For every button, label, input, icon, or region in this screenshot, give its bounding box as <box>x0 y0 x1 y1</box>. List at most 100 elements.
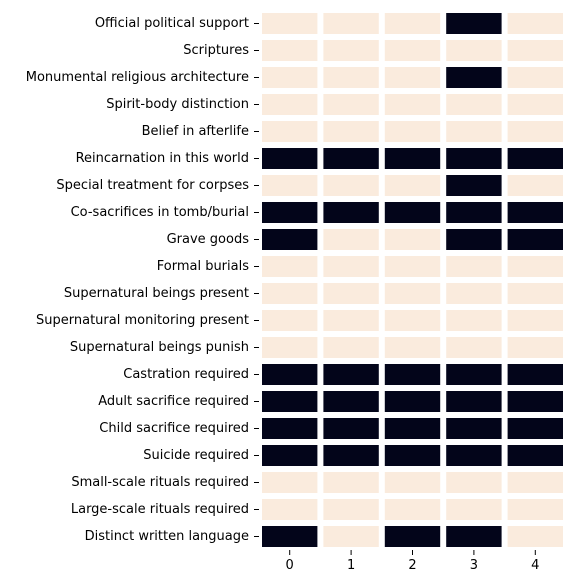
heatmap-cell-r1-c1 <box>323 40 379 61</box>
y-tick-label-special-treatment-for-corpses: Special treatment for corpses <box>56 178 249 193</box>
heatmap-cell-r5-c3 <box>446 148 502 169</box>
heatmap-cell-r0-c2 <box>384 13 441 34</box>
heatmap-cell-r6-c1 <box>323 175 379 196</box>
heatmap-cell-r2-c1 <box>323 67 379 88</box>
heatmap-cell-r11-c2 <box>384 310 441 331</box>
heatmap-cell-r1-c3 <box>446 40 502 61</box>
heatmap-cell-r9-c2 <box>384 256 441 277</box>
heatmap-cell-r5-c1 <box>323 148 379 169</box>
heatmap-cell-r8-c2 <box>384 229 441 250</box>
y-tick-label-adult-sacrifice-required: Adult sacrifice required <box>98 394 249 409</box>
heatmap-cell-r5-c2 <box>384 148 441 169</box>
y-tick-label-co-sacrifices-in-tomb-burial: Co-sacrifices in tomb/burial <box>71 205 249 220</box>
heatmap-cell-r19-c3 <box>446 526 502 547</box>
y-tick-label-spirit-body-distinction: Spirit-body distinction <box>106 97 249 112</box>
heatmap-cell-r12-c3 <box>446 337 502 358</box>
x-tick-label-1: 1 <box>347 558 355 573</box>
heatmap-cell-r1-c0 <box>262 40 318 61</box>
y-tick-label-formal-burials: Formal burials <box>157 259 249 274</box>
heatmap-cell-r7-c1 <box>323 202 379 223</box>
heatmap-cell-r0-c4 <box>507 13 563 34</box>
x-tick-label-0: 0 <box>286 558 294 573</box>
heatmap-cell-r16-c2 <box>384 445 441 466</box>
heatmap-cell-r12-c0 <box>262 337 318 358</box>
x-tick-label-3: 3 <box>470 558 478 573</box>
heatmap-cell-r10-c0 <box>262 283 318 304</box>
heatmap-cell-r16-c0 <box>262 445 318 466</box>
heatmap-cell-r9-c3 <box>446 256 502 277</box>
heatmap-cell-r18-c3 <box>446 499 502 520</box>
heatmap-cell-r11-c0 <box>262 310 318 331</box>
heatmap-cell-r6-c0 <box>262 175 318 196</box>
heatmap-cell-r15-c2 <box>384 418 441 439</box>
heatmap-cell-r9-c0 <box>262 256 318 277</box>
heatmap-cell-r13-c4 <box>507 364 563 385</box>
heatmap-cell-r14-c2 <box>384 391 441 412</box>
heatmap-cell-r11-c3 <box>446 310 502 331</box>
heatmap-cell-r14-c4 <box>507 391 563 412</box>
heatmap-cell-r0-c0 <box>262 13 318 34</box>
y-tick-label-small-scale-rituals-required: Small-scale rituals required <box>71 475 249 490</box>
x-tick-label-2: 2 <box>408 558 416 573</box>
heatmap-cell-r14-c0 <box>262 391 318 412</box>
heatmap-cell-r8-c0 <box>262 229 318 250</box>
heatmap-cell-r10-c4 <box>507 283 563 304</box>
y-tick-label-scriptures: Scriptures <box>183 43 249 58</box>
heatmap-cell-r7-c2 <box>384 202 441 223</box>
heatmap-cell-r15-c3 <box>446 418 502 439</box>
heatmap-cell-r8-c3 <box>446 229 502 250</box>
heatmap-cell-r9-c1 <box>323 256 379 277</box>
heatmap-cell-r4-c2 <box>384 121 441 142</box>
heatmap-cell-r19-c2 <box>384 526 441 547</box>
heatmap-cell-r5-c0 <box>262 148 318 169</box>
heatmap-cell-r6-c3 <box>446 175 502 196</box>
heatmap-cell-r1-c2 <box>384 40 441 61</box>
y-axis: Official political support Scriptures Monu… <box>26 16 259 544</box>
heatmap-cell-r17-c2 <box>384 472 441 493</box>
heatmap-cell-r17-c0 <box>262 472 318 493</box>
y-tick-label-suicide-required: Suicide required <box>143 448 249 463</box>
heatmap-cell-r7-c0 <box>262 202 318 223</box>
heatmap-cell-r0-c3 <box>446 13 502 34</box>
heatmap-cell-r8-c1 <box>323 229 379 250</box>
heatmap-cell-r4-c4 <box>507 121 563 142</box>
heatmap-cell-r17-c1 <box>323 472 379 493</box>
heatmap-cell-r2-c0 <box>262 67 318 88</box>
heatmap-cell-r15-c4 <box>507 418 563 439</box>
heatmap-cell-r18-c0 <box>262 499 318 520</box>
heatmap-cell-r10-c1 <box>323 283 379 304</box>
heatmap-cell-r4-c1 <box>323 121 379 142</box>
heatmap-cell-r3-c2 <box>384 94 441 115</box>
heatmap-cell-r13-c3 <box>446 364 502 385</box>
heatmap-cell-r2-c4 <box>507 67 563 88</box>
heatmap-cell-r4-c0 <box>262 121 318 142</box>
heatmap-cell-r14-c3 <box>446 391 502 412</box>
y-tick-label-child-sacrifice-required: Child sacrifice required <box>99 421 249 436</box>
heatmap-cell-r7-c3 <box>446 202 502 223</box>
heatmap-cell-r10-c2 <box>384 283 441 304</box>
heatmap-cell-r13-c1 <box>323 364 379 385</box>
heatmap-cell-r6-c4 <box>507 175 563 196</box>
heatmap-cell-r3-c0 <box>262 94 318 115</box>
y-tick-label-monumental-religious-architecture: Monumental religious architecture <box>26 70 249 85</box>
heatmap-cell-r10-c3 <box>446 283 502 304</box>
y-tick-label-distinct-written-language: Distinct written language <box>85 529 249 544</box>
heatmap-cell-r0-c1 <box>323 13 379 34</box>
heatmap-cell-r3-c1 <box>323 94 379 115</box>
y-tick-label-reincarnation-in-this-world: Reincarnation in this world <box>76 151 249 166</box>
heatmap-cell-r11-c4 <box>507 310 563 331</box>
heatmap-cell-r18-c4 <box>507 499 563 520</box>
y-tick-label-grave-goods: Grave goods <box>167 232 250 247</box>
heatmap-cell-r12-c1 <box>323 337 379 358</box>
y-tick-label-supernatural-beings-present: Supernatural beings present <box>64 286 249 301</box>
heatmap-cell-r9-c4 <box>507 256 563 277</box>
heatmap-cell-r16-c4 <box>507 445 563 466</box>
x-axis: 0 1 2 3 4 <box>286 550 539 573</box>
heatmap-cell-r19-c1 <box>323 526 379 547</box>
y-tick-label-supernatural-monitoring-present: Supernatural monitoring present <box>36 313 249 328</box>
heatmap-cell-r11-c1 <box>323 310 379 331</box>
heatmap-cell-r7-c4 <box>507 202 563 223</box>
heatmap-cell-r12-c4 <box>507 337 563 358</box>
